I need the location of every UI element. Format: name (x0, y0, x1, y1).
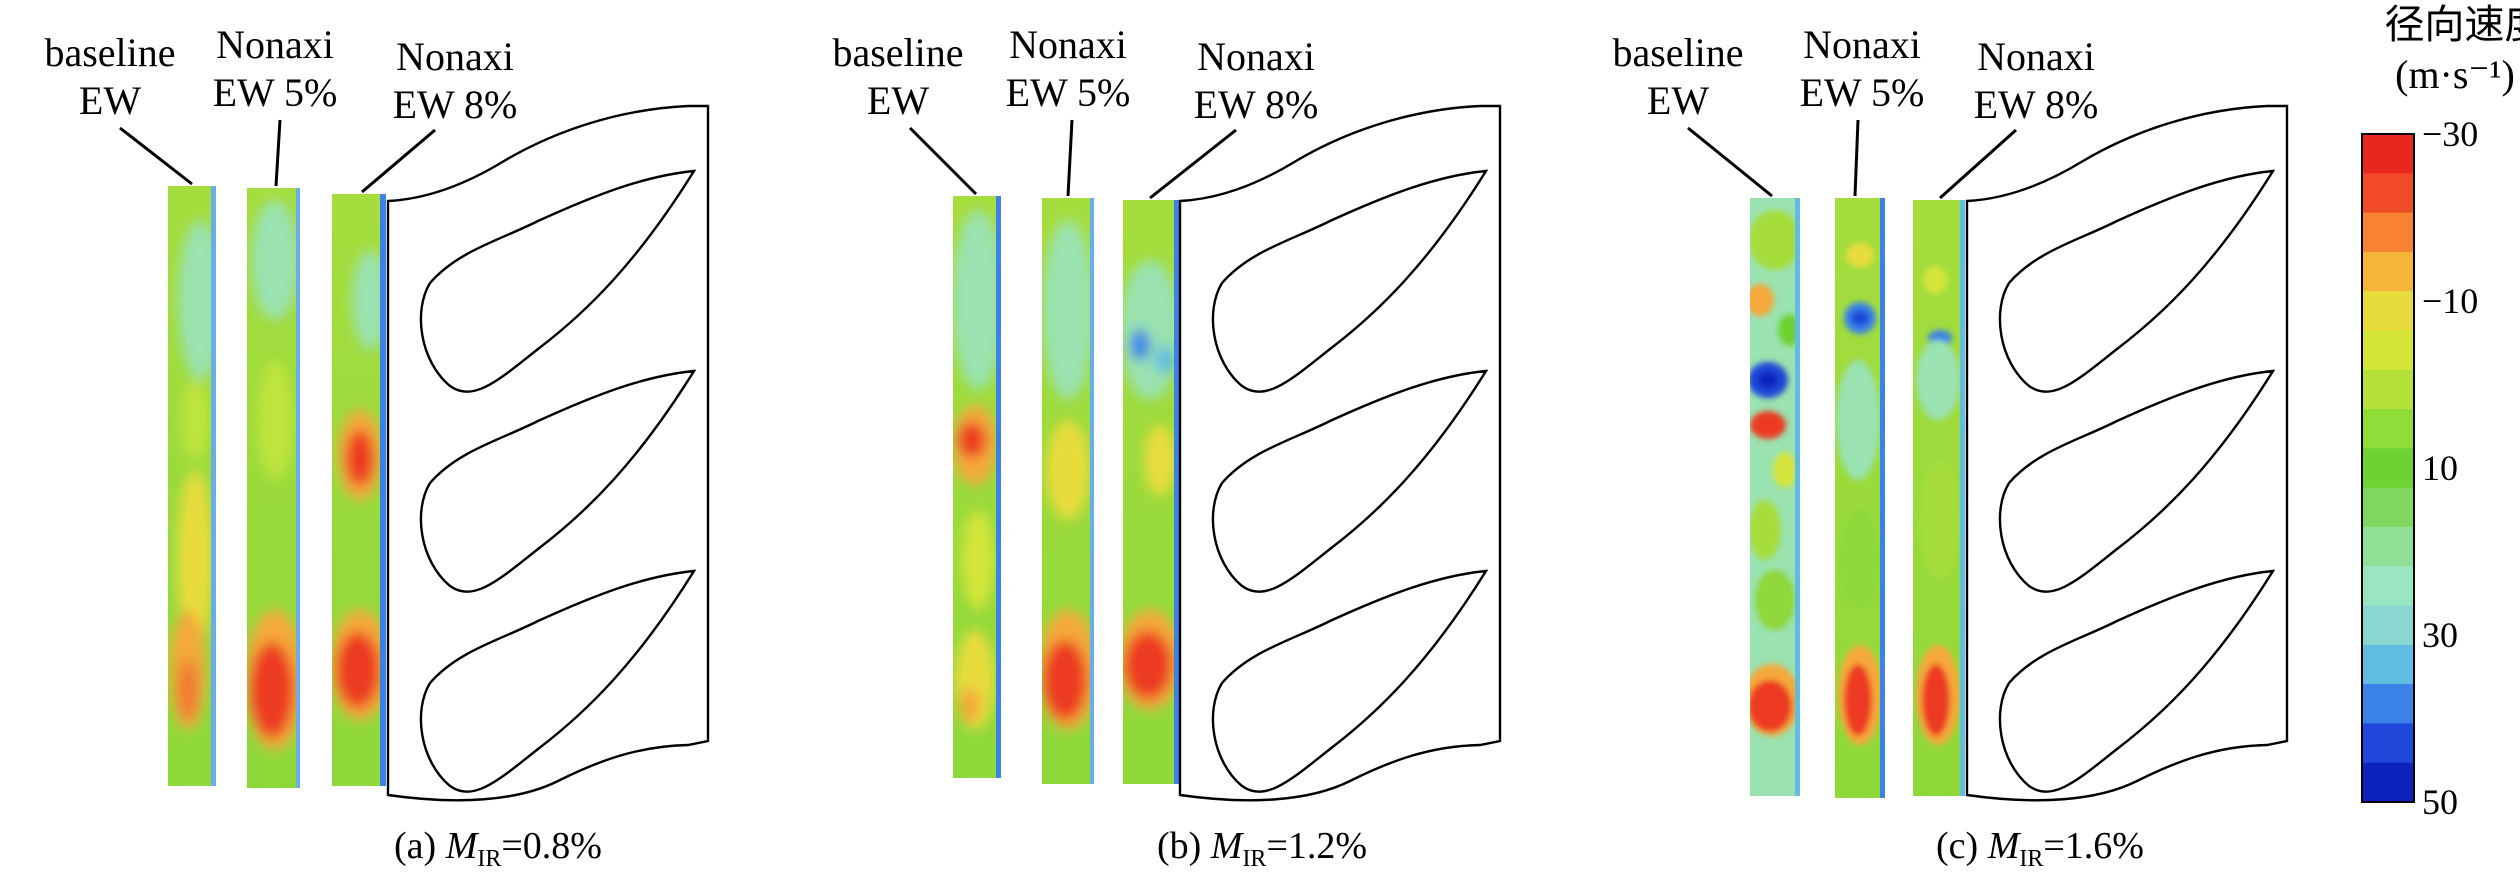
strip-label: EW (867, 78, 929, 123)
strip-label: Nonaxi (1803, 22, 1921, 67)
contour-strip-nonaxi-8 (1913, 200, 1965, 796)
strip-label: Nonaxi (216, 22, 334, 67)
strip-label: Nonaxi (1197, 34, 1315, 79)
panel-c: baseline EW Nonaxi EW 5% Nonaxi EW 8% (1612, 22, 2289, 872)
colorbar-band (2362, 684, 2414, 725)
strip-label: EW 8% (1194, 82, 1319, 127)
blade-cascade-outline (1965, 104, 2289, 802)
colorbar-band (2362, 644, 2414, 685)
colorbar-tick-label: 30 (2422, 615, 2458, 655)
leader-line (1687, 126, 1773, 198)
colorbar-band (2362, 723, 2414, 764)
colorbar-band (2362, 605, 2414, 646)
colorbar-unit: (m·s⁻¹) (2395, 52, 2515, 97)
contour-strip-nonaxi-8 (1123, 200, 1179, 784)
strip-label: Nonaxi (1009, 22, 1127, 67)
blade-cascade-outline (386, 104, 710, 802)
strip-label: EW 5% (213, 70, 338, 115)
strip-label: baseline (1612, 30, 1743, 75)
strip-label: EW 5% (1800, 70, 1925, 115)
colorbar-band (2362, 526, 2414, 567)
strip-label: EW (79, 78, 141, 123)
colorbar-band (2362, 487, 2414, 528)
colorbar-tick-label: −10 (2422, 281, 2478, 321)
strip-label: EW 8% (1974, 82, 2099, 127)
colorbar-tick-label: 10 (2422, 448, 2458, 488)
panel-caption: (c) MIR=1.6% (1936, 825, 2144, 872)
colorbar-frame (2361, 133, 2415, 803)
colorbar-band (2362, 251, 2414, 292)
contour-strip-nonaxi-5 (1835, 198, 1885, 798)
colorbar-bands (2362, 134, 2414, 803)
colorbar-band (2362, 566, 2414, 607)
colorbar-band (2362, 212, 2414, 253)
panel-a: baseline EW Nonaxi EW 5% Nonaxi EW 8% (44, 22, 710, 872)
colorbar-band (2362, 409, 2414, 449)
panel-caption: (a) MIR=0.8% (394, 825, 602, 872)
contour-strip-baseline (168, 186, 216, 786)
leader-line (361, 128, 436, 194)
colorbar-band (2362, 173, 2414, 214)
leader-line (908, 126, 978, 196)
colorbar-tick-label: −30 (2422, 114, 2478, 154)
colorbar-title: 径向速度/ (2384, 2, 2520, 47)
colorbar-band (2362, 762, 2414, 803)
panel-caption: (b) MIR=1.2% (1157, 825, 1367, 872)
strip-label: baseline (832, 30, 963, 75)
colorbar: 径向速度/ (m·s⁻¹) −30 −10 10 30 50 (2361, 2, 2520, 822)
strip-label: baseline (44, 30, 175, 75)
leader-line (274, 119, 282, 187)
strip-label: EW 5% (1006, 70, 1131, 115)
strip-label: EW 8% (393, 82, 518, 127)
contour-strip-baseline (953, 196, 1001, 778)
colorbar-ticks: −30 −10 10 30 50 (2422, 114, 2478, 822)
colorbar-tick-label: 50 (2422, 782, 2458, 822)
colorbar-band (2362, 134, 2414, 174)
leader-line (1066, 119, 1074, 197)
leader-line (1149, 128, 1237, 200)
colorbar-band (2362, 369, 2414, 410)
contour-strip-nonaxi-8 (332, 194, 386, 786)
leader-line (1853, 119, 1860, 197)
contour-strip-baseline (1750, 198, 1800, 796)
strip-label: Nonaxi (1977, 34, 2095, 79)
colorbar-band (2362, 291, 2414, 332)
colorbar-band (2362, 330, 2414, 371)
strip-label: EW (1647, 78, 1709, 123)
leader-line (1938, 128, 2018, 200)
contour-strip-nonaxi-5 (1042, 198, 1094, 784)
colorbar-band (2362, 448, 2414, 489)
panel-b: baseline EW Nonaxi EW 5% Nonaxi EW 8% (832, 22, 1502, 872)
contour-strip-nonaxi-5 (247, 188, 300, 788)
blade-cascade-outline (1178, 104, 1502, 802)
leader-line (119, 126, 193, 186)
strip-label: Nonaxi (396, 34, 514, 79)
